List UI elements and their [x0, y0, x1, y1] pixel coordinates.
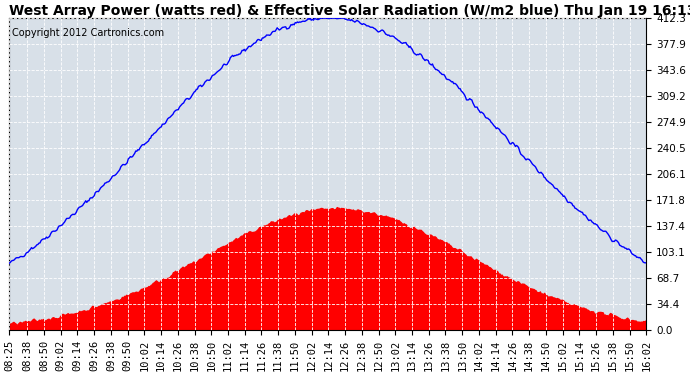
Text: Copyright 2012 Cartronics.com: Copyright 2012 Cartronics.com: [12, 27, 164, 38]
Text: West Array Power (watts red) & Effective Solar Radiation (W/m2 blue) Thu Jan 19 : West Array Power (watts red) & Effective…: [9, 4, 690, 18]
